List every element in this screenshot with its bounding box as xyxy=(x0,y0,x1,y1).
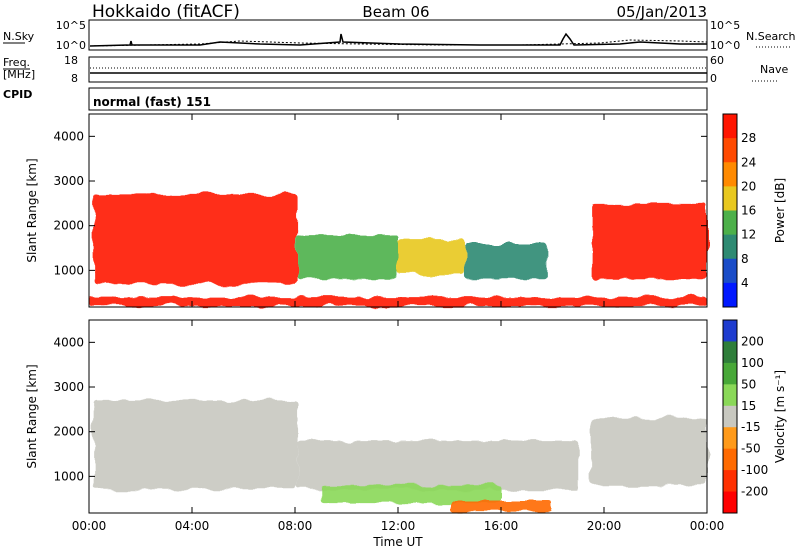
date-title: 05/Jan/2013 xyxy=(617,3,708,21)
power-heatmap: 1000 2000 3000 4000 Slant Range [km] 4 8 12 16 20… xyxy=(25,113,787,308)
power-colorbar-label: Power [dB] xyxy=(773,178,787,243)
power-colorbar-tick: 20 xyxy=(741,179,756,193)
cpid-value: normal (fast) 151 xyxy=(93,95,211,109)
power-region-3 xyxy=(464,243,548,280)
freq-label-2: [MHz] xyxy=(3,68,35,81)
power-region-0 xyxy=(94,194,298,284)
velocity-heatmap: 1000 2000 3000 4000 Slant Range [km] 200 100 50… xyxy=(25,319,787,549)
power-colorbar-segment xyxy=(723,138,737,163)
cpid-panel: CPID normal (fast) 151 xyxy=(3,87,708,111)
power-ytick-label: 2000 xyxy=(53,219,84,233)
velocity-colorbar-segment xyxy=(723,405,737,428)
xtick-label: 20:00 xyxy=(587,519,622,533)
velocity-region-0 xyxy=(94,400,298,490)
velocity-region-2 xyxy=(591,418,707,486)
velocity-region-1 xyxy=(297,440,579,490)
velocity-colorbar-tick: 100 xyxy=(741,356,764,370)
power-colorbar-segment xyxy=(723,186,737,211)
power-ytick-label: 1000 xyxy=(53,263,84,277)
power-colorbar-segment xyxy=(723,210,737,236)
velocity-regions xyxy=(94,400,707,513)
power-colorbar-tick: 16 xyxy=(741,204,756,218)
cpid-label: CPID xyxy=(3,88,32,101)
velocity-colorbar-segment xyxy=(723,427,737,450)
freq-tick-top: 18 xyxy=(64,54,78,67)
freq-label-1: Freq. xyxy=(3,56,30,69)
velocity-colorbar-tick: 15 xyxy=(741,399,756,413)
power-colorbar-segment xyxy=(723,114,737,139)
power-region-4 xyxy=(591,203,707,280)
velocity-colorbar-tick: 50 xyxy=(741,377,756,391)
xtick-label: 16:00 xyxy=(484,519,519,533)
nave-label: Nave xyxy=(760,63,788,76)
nave-tick-top: 60 xyxy=(710,54,724,67)
power-colorbar-tick: 4 xyxy=(741,276,749,290)
xtick-label: 00:00 xyxy=(72,519,107,533)
power-colorbar-tick: 24 xyxy=(741,155,756,169)
noise-tick-bottom-right: 10^0 xyxy=(710,39,740,52)
velocity-region-3 xyxy=(320,485,501,504)
power-colorbar-segment xyxy=(723,282,737,308)
xtick-label: 12:00 xyxy=(381,519,416,533)
velocity-colorbar-segment xyxy=(723,384,737,407)
velocity-colorbar-segment xyxy=(723,448,737,471)
noise-search-trace xyxy=(89,39,708,47)
velocity-region-4 xyxy=(449,500,553,513)
power-colorbar-segment xyxy=(723,258,737,284)
noise-left-label: N.Sky xyxy=(3,30,35,43)
velocity-colorbar-segment xyxy=(723,362,737,385)
velocity-ytick-label: 2000 xyxy=(53,425,84,439)
velocity-colorbar-segment xyxy=(723,491,737,514)
power-colorbar-segment xyxy=(723,234,737,260)
power-colorbar-tick: 12 xyxy=(741,228,756,242)
power-ytick-label: 4000 xyxy=(53,129,84,143)
velocity-colorbar-tick: 200 xyxy=(741,334,764,348)
power-colorbar-segment xyxy=(723,162,737,187)
power-colorbar-tick: 28 xyxy=(741,131,756,145)
power-ytick-label: 3000 xyxy=(53,174,84,188)
freq-tick-bottom: 8 xyxy=(71,72,78,85)
velocity-ytick-label: 4000 xyxy=(53,335,84,349)
xlabel: Time UT xyxy=(372,535,423,549)
velocity-colorbar-tick: -100 xyxy=(741,463,768,477)
xtick-label: 08:00 xyxy=(278,519,313,533)
power-region-1 xyxy=(297,234,398,280)
velocity-ylabel: Slant Range [km] xyxy=(25,364,39,468)
noise-tick-bottom-left: 10^0 xyxy=(56,39,86,52)
velocity-colorbar-tick: -50 xyxy=(741,442,761,456)
velocity-colorbar-segment xyxy=(723,320,737,342)
power-ylabel: Slant Range [km] xyxy=(25,158,39,262)
power-colorbar-frame xyxy=(722,113,738,308)
station-title: Hokkaido (fitACF) xyxy=(92,2,240,22)
noise-right-label: N.Search xyxy=(746,30,796,43)
velocity-ytick-label: 1000 xyxy=(53,469,84,483)
xtick-label: 00:00 xyxy=(690,519,725,533)
nave-tick-bottom: 0 xyxy=(710,72,717,85)
power-region-2 xyxy=(398,239,465,275)
velocity-colorbar-segment xyxy=(723,470,737,493)
noise-tick-top-right: 10^5 xyxy=(710,19,740,32)
power-colorbar-tick: 8 xyxy=(741,252,749,266)
freq-panel: Freq. [MHz] 18 8 60 0 Nave xyxy=(3,54,788,85)
velocity-colorbar-tick: -15 xyxy=(741,420,761,434)
velocity-colorbar-tick: -200 xyxy=(741,485,768,499)
velocity-ytick-label: 3000 xyxy=(53,380,84,394)
xtick-label: 04:00 xyxy=(175,519,210,533)
velocity-colorbar-segment xyxy=(723,341,737,364)
beam-title: Beam 06 xyxy=(362,3,429,21)
power-regions xyxy=(89,194,707,307)
noise-panel: N.Sky 10^5 10^0 10^5 10^0 N.Search xyxy=(3,19,796,52)
velocity-colorbar-frame xyxy=(722,319,738,514)
velocity-colorbar-label: Velocity [m s⁻¹] xyxy=(773,370,787,463)
noise-tick-top-left: 10^5 xyxy=(56,19,86,32)
